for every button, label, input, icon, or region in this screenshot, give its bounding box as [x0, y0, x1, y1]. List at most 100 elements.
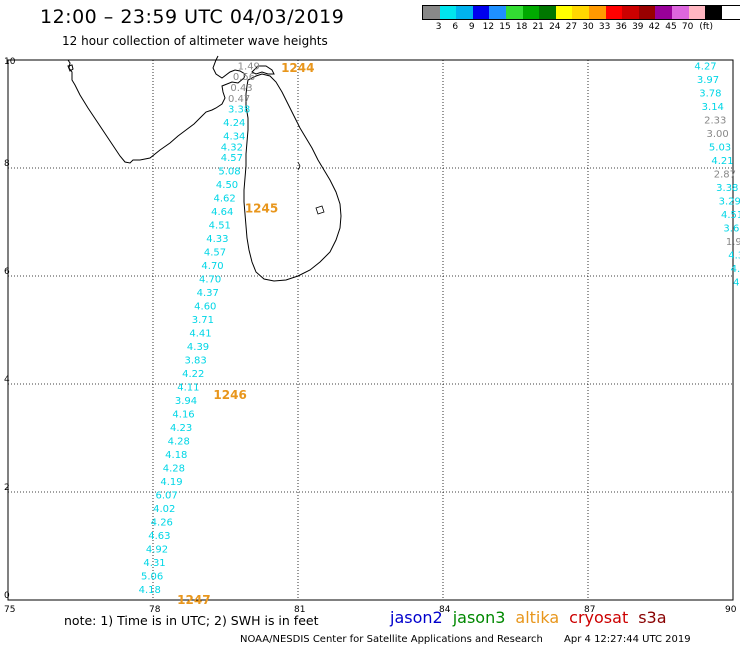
longitude-label: 84	[439, 605, 451, 615]
wave-height-value: 3.78	[699, 88, 721, 99]
wave-height-value: 3.67	[723, 223, 740, 234]
satellite-jason2: jason2	[390, 608, 443, 627]
pass-time-label: 1245	[245, 202, 278, 216]
pass-time-labels: 1244 1245 1246 1247	[177, 61, 314, 607]
latitude-label: 6	[4, 267, 10, 277]
credit-organization: NOAA/NESDIS Center for Satellite Applica…	[240, 634, 543, 645]
wave-height-value: 3.14	[702, 102, 724, 113]
wave-height-value: 4.23	[170, 423, 192, 434]
wave-height-values: 1.490.560.430.473.384.244.344.324.575.08…	[139, 61, 740, 596]
wave-height-value: 4.63	[148, 531, 170, 542]
legend-swatch	[489, 6, 506, 19]
latitude-label: 8	[4, 159, 10, 169]
pass-time-label: 1244	[281, 61, 314, 75]
units-note: note: 1) Time is in UTC; 2) SWH is in fe…	[64, 613, 319, 628]
longitude-labels: 75 78 81 84 87 90	[4, 605, 737, 615]
legend-swatch	[555, 6, 573, 19]
legend-label: (ft)	[699, 22, 713, 32]
wave-height-value: 4.18	[139, 585, 161, 596]
legend-swatch	[456, 6, 473, 19]
wave-height-value: 4.57	[221, 153, 243, 164]
longitude-label: 90	[725, 605, 737, 615]
legend-label: 9	[468, 22, 475, 32]
legend-swatch	[622, 6, 639, 19]
india-island	[67, 64, 74, 72]
wave-height-value: 4.24	[223, 118, 245, 129]
wave-height-value: 2.33	[704, 115, 726, 126]
credit-line: NOAA/NESDIS Center for Satellite Applica…	[240, 634, 691, 645]
legend-swatch	[539, 6, 556, 19]
legend-label: 3	[435, 22, 442, 32]
wave-height-value: 4.51	[721, 210, 740, 221]
latitude-label: 0	[4, 591, 10, 601]
wave-height-value: 5.08	[218, 167, 240, 178]
wave-height-value: 4.22	[182, 369, 204, 380]
latitude-labels: 10 8 6 4 2 0	[4, 57, 16, 601]
wave-height-value: 4.19	[160, 477, 182, 488]
wave-height-value: 4.38	[728, 250, 740, 261]
longitude-label: 87	[584, 605, 595, 615]
wave-height-value: 4.28	[163, 464, 185, 475]
wave-height-value: 3.97	[697, 75, 719, 86]
longitude-label: 78	[149, 605, 161, 615]
sri-lanka-lagoon	[315, 205, 325, 215]
map-title: 12:00 – 23:59 UTC 04/03/2019	[40, 6, 345, 28]
wave-height-value: 3.00	[707, 129, 729, 140]
wave-height-value: 3.29	[719, 196, 740, 207]
wave-height-value: 3.83	[185, 356, 207, 367]
legend-swatch	[605, 6, 623, 19]
satellite-legend: jason2 jason3 altika cryosat s3a	[390, 608, 677, 627]
wave-height-value: 0.56	[233, 72, 255, 83]
legend-label: 18	[515, 22, 528, 32]
wave-height-value: 4.39	[187, 342, 209, 353]
legend-swatch	[655, 6, 672, 19]
wave-height-value: 5.03	[709, 142, 731, 153]
legend-swatch	[638, 6, 656, 19]
wave-height-value: 4.31	[143, 558, 165, 569]
wave-height-value: 3.71	[192, 315, 214, 326]
legend-swatch	[572, 6, 589, 19]
legend-label: 33	[598, 22, 611, 32]
legend-swatch	[505, 6, 523, 19]
wave-height-value: 0.47	[228, 94, 250, 105]
legend-label: 36	[615, 22, 627, 32]
wave-height-value: 3.38	[228, 105, 250, 116]
wave-height-value: 4.02	[153, 504, 175, 515]
wave-height-value: 4.70	[199, 275, 221, 286]
wave-height-value: 3.38	[716, 183, 738, 194]
wave-height-value: 2.87	[714, 169, 736, 180]
legend-label: 39	[632, 22, 644, 32]
legend-swatch	[423, 6, 440, 19]
wave-height-value: 4.28	[168, 437, 190, 448]
wave-height-value: 4.92	[146, 545, 168, 556]
legend-label: 27	[565, 22, 578, 32]
legend-label: 24	[549, 22, 561, 32]
india-coastline	[67, 55, 246, 164]
legend-swatch	[472, 6, 490, 19]
latitude-label: 2	[4, 483, 10, 493]
wave-height-value: 1.92	[726, 237, 740, 248]
jaffna-coastline	[251, 65, 275, 75]
legend-label: 30	[582, 22, 594, 32]
wave-height-value: 4.62	[214, 194, 236, 205]
map-frame	[7, 59, 734, 601]
wave-height-value: 5.06	[141, 572, 163, 583]
longitude-label: 75	[4, 605, 15, 615]
legend-swatch	[671, 6, 689, 19]
legend-label: 21	[532, 22, 544, 32]
wave-height-value: 1.49	[238, 61, 260, 72]
lat-lon-grid	[7, 59, 734, 601]
legend-label: 42	[648, 22, 661, 32]
sri-lanka-coastline	[243, 73, 342, 282]
wave-height-value: 4.57	[204, 248, 226, 259]
wave-height-value: 4.60	[194, 302, 216, 313]
wave-height-value: 6.07	[156, 491, 178, 502]
coastline	[67, 55, 342, 282]
legend-swatch	[439, 6, 457, 19]
wave-height-value: 4.70	[201, 261, 223, 272]
wave-height-value: 4.51	[209, 221, 231, 232]
legend-label: 70	[681, 22, 694, 32]
satellite-altika: altika	[515, 608, 560, 627]
wave-height-value: 4.21	[711, 156, 733, 167]
